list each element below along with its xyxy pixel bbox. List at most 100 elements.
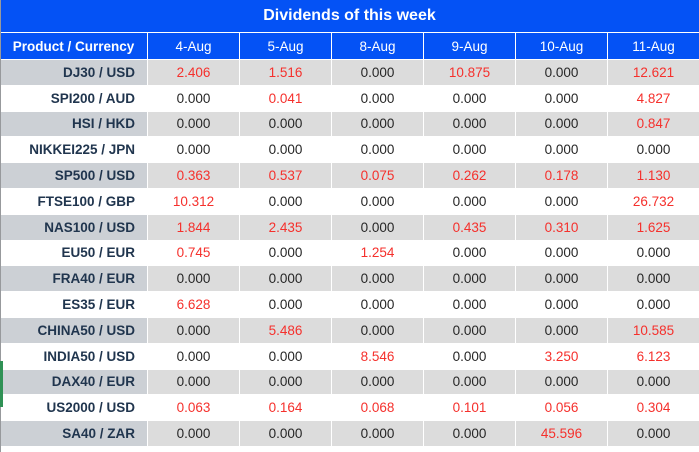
table-row: SP500 / USD 0.363 0.537 0.075 0.262 0.178 1.13…: [0, 163, 699, 189]
value-cell: 0.068: [332, 395, 424, 422]
value-cell: 0.000: [332, 111, 424, 138]
value-cell: 0.063: [148, 395, 240, 422]
table-body: DJ30 / USD 2.406 1.516 0.000 10.875 0.000 12.6…: [0, 60, 699, 447]
header-cell-9-aug: 9-Aug: [424, 33, 516, 59]
value-cell: 0.435: [424, 214, 516, 241]
value-cell: 0.178: [516, 163, 608, 189]
product-cell: US2000 / USD: [0, 395, 148, 422]
table-row: NIKKEI225 / JPN 0.000 0.000 0.000 0.000 0.000…: [0, 137, 699, 164]
value-cell: 0.000: [516, 317, 608, 344]
value-cell: 0.310: [516, 214, 608, 241]
value-cell: 0.041: [240, 85, 332, 112]
table-row: SA40 / ZAR 0.000 0.000 0.000 0.000 45.596 0.00…: [0, 421, 699, 447]
table-row: FRA40 / EUR 0.000 0.000 0.000 0.000 0.000 0.00…: [0, 266, 699, 293]
table-row: DJ30 / USD 2.406 1.516 0.000 10.875 0.000 12.6…: [0, 60, 699, 86]
value-cell: 0.000: [240, 266, 332, 293]
value-cell: 1.516: [240, 60, 332, 86]
green-edge-artifact: [0, 361, 3, 407]
value-cell: 0.000: [424, 292, 516, 318]
value-cell: 4.827: [608, 85, 699, 112]
value-cell: 0.000: [148, 317, 240, 344]
value-cell: 0.000: [332, 266, 424, 293]
value-cell: 0.000: [516, 240, 608, 267]
value-cell: 3.250: [516, 343, 608, 370]
value-cell: 0.847: [608, 111, 699, 138]
value-cell: 0.000: [608, 137, 699, 164]
value-cell: 0.000: [332, 85, 424, 112]
product-cell: FTSE100 / GBP: [0, 188, 148, 215]
product-cell: DJ30 / USD: [0, 60, 148, 86]
table-row: EU50 / EUR 0.745 0.000 1.254 0.000 0.000 0.000: [0, 240, 699, 267]
value-cell: 0.000: [608, 421, 699, 447]
header-cell-5-aug: 5-Aug: [240, 33, 332, 59]
value-cell: 0.000: [240, 240, 332, 267]
value-cell: 0.000: [516, 137, 608, 164]
value-cell: 0.000: [148, 369, 240, 396]
value-cell: 0.000: [516, 266, 608, 293]
value-cell: 45.596: [516, 421, 608, 447]
value-cell: 0.000: [332, 317, 424, 344]
value-cell: 0.000: [516, 60, 608, 86]
header-cell-10-aug: 10-Aug: [516, 33, 608, 59]
value-cell: 0.000: [424, 137, 516, 164]
value-cell: 10.585: [608, 317, 699, 344]
value-cell: 0.000: [148, 266, 240, 293]
table-row: FTSE100 / GBP 10.312 0.000 0.000 0.000 0.000 2…: [0, 188, 699, 215]
value-cell: 0.000: [148, 421, 240, 447]
value-cell: 0.000: [332, 369, 424, 396]
value-cell: 0.262: [424, 163, 516, 189]
value-cell: 0.000: [240, 369, 332, 396]
table-row: NAS100 / USD 1.844 2.435 0.000 0.435 0.310 1.6…: [0, 214, 699, 241]
value-cell: 1.254: [332, 240, 424, 267]
product-cell: DAX40 / EUR: [0, 369, 148, 396]
product-cell: ES35 / EUR: [0, 292, 148, 318]
value-cell: 2.435: [240, 214, 332, 241]
product-cell: EU50 / EUR: [0, 240, 148, 267]
value-cell: 0.000: [516, 85, 608, 112]
value-cell: 0.000: [148, 85, 240, 112]
value-cell: 0.000: [332, 214, 424, 241]
value-cell: 10.875: [424, 60, 516, 86]
title-bar: Dividends of this week: [0, 0, 699, 33]
product-cell: SP500 / USD: [0, 163, 148, 189]
value-cell: 0.000: [148, 111, 240, 138]
value-cell: 0.000: [240, 111, 332, 138]
value-cell: 0.000: [516, 369, 608, 396]
value-cell: 0.000: [516, 188, 608, 215]
value-cell: 0.745: [148, 240, 240, 267]
header-cell-11-aug: 11-Aug: [632, 38, 675, 54]
value-cell: 0.000: [516, 111, 608, 138]
value-cell: 0.000: [424, 85, 516, 112]
value-cell: 0.000: [424, 343, 516, 370]
value-cell: 0.000: [332, 137, 424, 164]
table-row: HSI / HKD 0.000 0.000 0.000 0.000 0.000 0.847: [0, 111, 699, 138]
value-cell: 0.000: [332, 421, 424, 447]
page-title: Dividends of this week: [263, 7, 436, 24]
product-cell: SPI200 / AUD: [0, 85, 148, 112]
value-cell: 6.123: [608, 343, 699, 370]
value-cell: 0.164: [240, 395, 332, 422]
value-cell: 0.000: [332, 188, 424, 215]
value-cell: 8.546: [332, 343, 424, 370]
value-cell: 0.000: [608, 240, 699, 267]
value-cell: 0.304: [608, 395, 699, 422]
table-row: ES35 / EUR 6.628 0.000 0.000 0.000 0.000 0.000: [0, 292, 699, 318]
value-cell: 0.000: [424, 111, 516, 138]
value-cell: 0.000: [608, 292, 699, 318]
header-cell-product-currency: Product / Currency: [0, 33, 148, 59]
product-cell: FRA40 / EUR: [0, 266, 148, 293]
value-cell: 0.000: [240, 421, 332, 447]
value-cell: 0.000: [608, 369, 699, 396]
value-cell: 0.000: [240, 343, 332, 370]
value-cell: 0.000: [240, 137, 332, 164]
value-cell: 2.406: [148, 60, 240, 86]
value-cell: 0.000: [148, 137, 240, 164]
value-cell: 0.537: [240, 163, 332, 189]
value-cell: 0.000: [424, 266, 516, 293]
table-row: CHINA50 / USD 0.000 5.486 0.000 0.000 0.000 10…: [0, 317, 699, 344]
product-cell: NAS100 / USD: [0, 214, 148, 241]
table-row: US2000 / USD 0.063 0.164 0.068 0.101 0.056 0.3…: [0, 395, 699, 422]
table-row: SPI200 / AUD 0.000 0.041 0.000 0.000 0.000 4.8…: [0, 85, 699, 112]
value-cell: 0.075: [332, 163, 424, 189]
